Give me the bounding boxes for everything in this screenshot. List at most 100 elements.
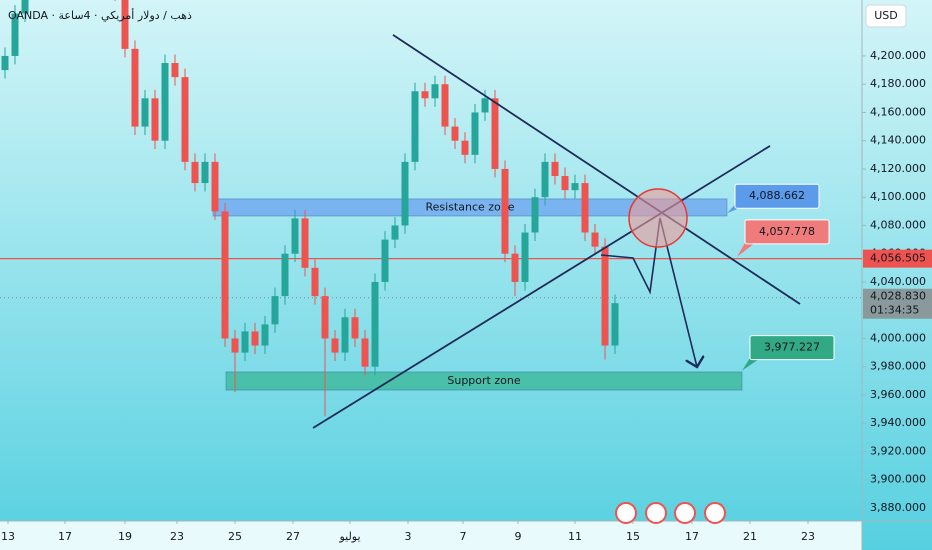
candle-body: [291, 218, 299, 254]
current-price-badge: [863, 288, 932, 319]
candle-body: [361, 338, 369, 367]
zone-label: Support zone: [447, 374, 520, 387]
countdown: 01:34:35: [870, 304, 919, 317]
candle-body: [181, 77, 189, 162]
y-tick-label: 3,900.000: [870, 473, 926, 486]
event-icons[interactable]: [615, 502, 726, 524]
candle-body: [261, 324, 269, 346]
current-price-label: 4,028.830: [870, 290, 926, 303]
x-tick-label: 23: [801, 530, 815, 543]
candle-body: [141, 98, 149, 127]
callout-label: 4,088.662: [749, 189, 805, 202]
x-tick-label: 25: [228, 530, 242, 543]
y-tick-label: 4,000.000: [870, 331, 926, 344]
candle-body: [571, 183, 579, 191]
candle-body: [151, 98, 159, 141]
candle-body: [231, 338, 239, 353]
y-tick-label: 3,960.000: [870, 388, 926, 401]
candle-body: [321, 296, 329, 339]
candle-body: [251, 331, 259, 346]
callout-box: [744, 219, 830, 245]
candle-body: [481, 98, 489, 113]
candle-body: [201, 161, 209, 184]
candle-body: [581, 183, 589, 233]
candle-body: [301, 218, 309, 268]
candle-body: [281, 253, 289, 297]
y-tick-label: 3,940.000: [870, 416, 926, 429]
candle-body: [511, 253, 519, 282]
candle-body: [161, 63, 169, 141]
x-tick-label: 17: [685, 530, 699, 543]
overlay: 4,088.662 4,057.778 3,977.227: [312, 34, 835, 429]
zone: [225, 371, 743, 391]
x-tick-label: يوليو: [338, 530, 360, 543]
last-price-label: 4,056.505: [870, 252, 926, 265]
candle-body: [591, 232, 599, 247]
callout-label: 4,057.778: [759, 225, 815, 238]
trendline: [392, 34, 801, 305]
plot: Resistance zone Support zone: [0, 0, 862, 417]
y-tick-label: 3,880.000: [870, 501, 926, 514]
trendline: [312, 145, 771, 429]
candle-body: [531, 197, 539, 233]
candle-body: [131, 48, 139, 127]
y-tick-label: 4,200.000: [870, 49, 926, 62]
candle-body: [611, 303, 619, 346]
candle-body: [501, 168, 509, 254]
candle-body: [491, 98, 499, 169]
x-tick-label: 9: [515, 530, 522, 543]
candle-body: [551, 161, 559, 177]
candle-body: [521, 232, 529, 282]
x-tick-label: 3: [405, 530, 412, 543]
candle-body: [221, 211, 229, 339]
y-tick-label: 4,120.000: [870, 162, 926, 175]
y-tick-label: 4,100.000: [870, 190, 926, 203]
x-tick-label: 15: [626, 530, 640, 543]
projection: [600, 217, 697, 367]
x-tick-label: 21: [743, 530, 757, 543]
candle-body: [601, 246, 609, 346]
callout-box: [749, 335, 835, 361]
candle-body: [441, 84, 449, 127]
candle-body: [21, 0, 29, 14]
candle-body: [431, 84, 439, 99]
candle-body: [121, 0, 129, 49]
candle-body: [191, 161, 199, 184]
candle-body: [1, 55, 9, 71]
currency[interactable]: USD: [874, 9, 898, 22]
time-axis: [0, 521, 862, 550]
candle-body: [381, 239, 389, 282]
y-tick-label: 4,160.000: [870, 105, 926, 118]
y-tick-label: 4,140.000: [870, 134, 926, 147]
x-tick-label: 23: [170, 530, 184, 543]
chart-title: OANDA · ذهب / دولار أمريكي · 4ساعة: [8, 8, 192, 22]
y-tick-label: 4,080.000: [870, 218, 926, 231]
callout-box: [734, 183, 820, 209]
y-tick-label: 4,040.000: [870, 275, 926, 288]
zone-label: Resistance zone: [425, 200, 514, 213]
candle-body: [11, 13, 19, 56]
candle-body: [421, 91, 429, 99]
x-tick-label: 19: [118, 530, 132, 543]
candle-body: [271, 296, 279, 325]
candle-body: [411, 91, 419, 162]
candle-body: [171, 63, 179, 78]
breakout-circle: [628, 188, 688, 248]
currency-button[interactable]: [865, 4, 907, 28]
candle-body: [471, 112, 479, 155]
candle-body: [351, 317, 359, 339]
candle-body: [211, 161, 219, 212]
x-tick-label: 27: [286, 530, 300, 543]
callout-label: 3,977.227: [764, 341, 820, 354]
candle-body: [461, 140, 469, 155]
candle-body: [241, 331, 249, 353]
candle-body: [541, 161, 549, 198]
candle-body: [401, 161, 409, 226]
x-tick-label: 11: [568, 530, 582, 543]
x-tick-label: 13: [1, 530, 15, 543]
x-tick-label: 7: [460, 530, 467, 543]
x-tick-label: 17: [58, 530, 72, 543]
candle-body: [451, 126, 459, 141]
y-tick-label: 3,980.000: [870, 360, 926, 373]
